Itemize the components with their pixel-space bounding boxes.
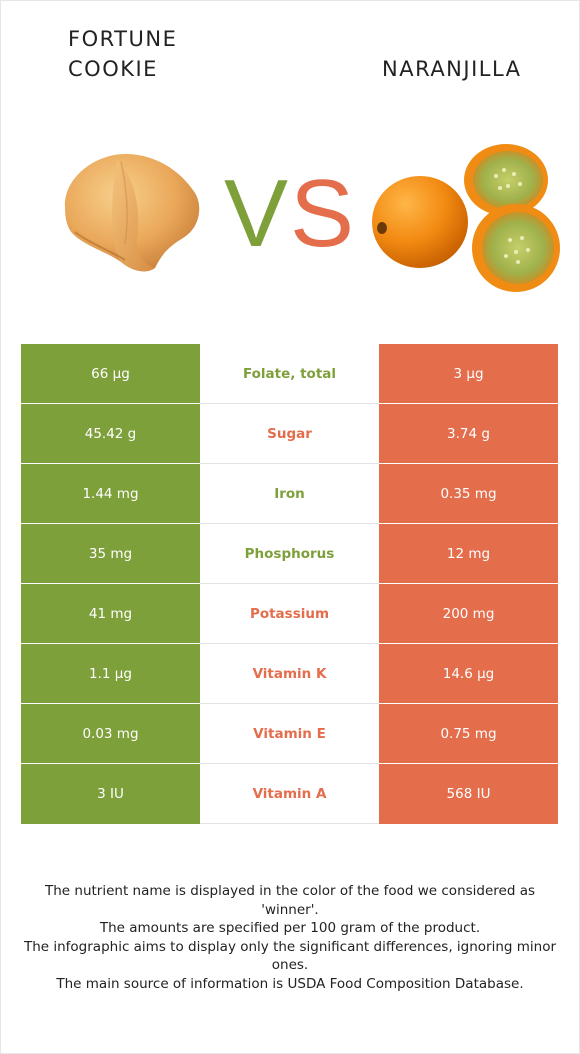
footer-notes: The nutrient name is displayed in the co… [20, 882, 560, 993]
comparison-row: 3 IU Vitamin A 568 IU [21, 763, 558, 824]
footer-line: The infographic aims to display only the… [23, 938, 557, 974]
left-food-title: FORTUNE COOKIE [68, 27, 178, 81]
vs-label: V S [224, 166, 352, 256]
nutrient-name-cell: Phosphorus [200, 523, 379, 584]
nutrient-name-cell: Sugar [200, 403, 379, 464]
left-value-cell: 41 mg [21, 583, 200, 644]
right-value-cell: 14.6 µg [379, 643, 558, 704]
comparison-row: 0.03 mg Vitamin E 0.75 mg [21, 703, 558, 764]
nutrient-name-cell: Folate, total [200, 344, 379, 404]
right-value-cell: 0.75 mg [379, 703, 558, 764]
right-value-cell: 3.74 g [379, 403, 558, 464]
comparison-row: 1.44 mg Iron 0.35 mg [21, 463, 558, 524]
right-value-cell: 12 mg [379, 523, 558, 584]
left-value-cell: 35 mg [21, 523, 200, 584]
naranjilla-image [372, 144, 560, 292]
right-value-cell: 3 µg [379, 344, 558, 404]
fortune-cookie-image [64, 154, 200, 272]
footer-line: The nutrient name is displayed in the co… [44, 883, 536, 918]
nutrient-name-cell: Vitamin A [200, 763, 379, 824]
comparison-row: 66 µg Folate, total 3 µg [21, 344, 558, 404]
left-value-cell: 1.44 mg [21, 463, 200, 524]
nutrient-name-cell: Potassium [200, 583, 379, 644]
right-value-cell: 200 mg [379, 583, 558, 644]
comparison-table: 66 µg Folate, total 3 µg 45.42 g Sugar 3.74 g… [21, 344, 558, 824]
vs-s-letter: S [290, 166, 352, 256]
nutrient-name-cell: Iron [200, 463, 379, 524]
left-value-cell: 0.03 mg [21, 703, 200, 764]
right-value-cell: 0.35 mg [379, 463, 558, 524]
comparison-row: 45.42 g Sugar 3.74 g [21, 403, 558, 464]
left-value-cell: 1.1 µg [21, 643, 200, 704]
nutrient-name-cell: Vitamin K [200, 643, 379, 704]
comparison-row: 41 mg Potassium 200 mg [21, 583, 558, 644]
comparison-row: 1.1 µg Vitamin K 14.6 µg [21, 643, 558, 704]
left-value-cell: 3 IU [21, 763, 200, 824]
left-value-cell: 45.42 g [21, 403, 200, 464]
right-value-cell: 568 IU [379, 763, 558, 824]
comparison-row: 35 mg Phosphorus 12 mg [21, 523, 558, 584]
right-food-title: NARANJILLA [382, 57, 522, 81]
nutrient-name-cell: Vitamin E [200, 703, 379, 764]
footer-line: The main source of information is USDA F… [56, 975, 524, 992]
left-value-cell: 66 µg [21, 344, 200, 404]
vs-v-letter: V [224, 166, 288, 256]
footer-line: The amounts are specified per 100 gram o… [99, 920, 481, 936]
